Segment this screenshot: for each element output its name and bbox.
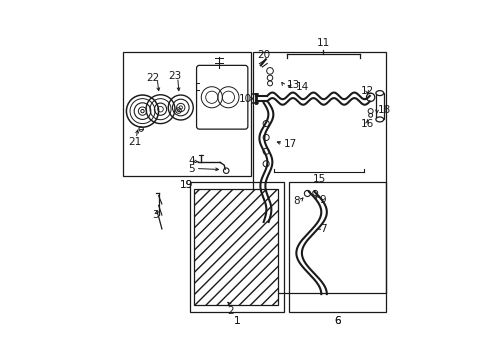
- Text: 17: 17: [284, 139, 297, 149]
- Text: 13: 13: [286, 80, 299, 90]
- Text: 10: 10: [238, 94, 251, 104]
- Text: 21: 21: [128, 136, 142, 147]
- Ellipse shape: [375, 91, 383, 96]
- Text: 15: 15: [312, 174, 325, 184]
- Text: 6: 6: [334, 316, 341, 326]
- Text: 12: 12: [360, 86, 373, 96]
- Text: 11: 11: [316, 38, 329, 48]
- Text: 23: 23: [167, 72, 181, 81]
- Bar: [253, 51, 386, 293]
- Text: 5: 5: [187, 164, 194, 174]
- Text: 16: 16: [360, 118, 373, 129]
- Text: 14: 14: [295, 82, 308, 92]
- Text: 9: 9: [319, 195, 325, 205]
- Text: 4: 4: [187, 156, 194, 166]
- Bar: [289, 182, 386, 312]
- Ellipse shape: [375, 117, 383, 122]
- Text: 1: 1: [233, 316, 240, 326]
- Text: 18: 18: [377, 105, 390, 115]
- Bar: [123, 51, 250, 176]
- Bar: [193, 189, 278, 305]
- Text: 3: 3: [151, 210, 158, 220]
- Text: 2: 2: [227, 306, 233, 316]
- Text: 8: 8: [293, 196, 299, 206]
- Bar: [375, 93, 383, 120]
- Text: 19: 19: [180, 180, 193, 190]
- Text: 20: 20: [256, 50, 269, 60]
- Text: 6: 6: [334, 316, 341, 326]
- Text: 22: 22: [146, 73, 160, 83]
- Text: 7: 7: [320, 224, 326, 234]
- Text: 19: 19: [180, 180, 193, 190]
- Bar: [189, 182, 284, 312]
- Text: 1: 1: [233, 316, 240, 326]
